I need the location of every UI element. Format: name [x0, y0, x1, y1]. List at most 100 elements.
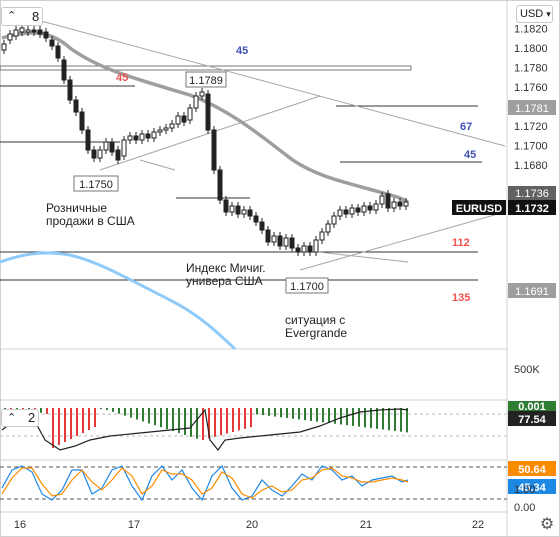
histogram-bar — [214, 408, 216, 437]
histogram-bar — [340, 408, 342, 425]
histogram-bar — [196, 408, 198, 439]
price-tick-label: 1.1720 — [514, 121, 548, 133]
price-tick-label: 1.1820 — [514, 24, 548, 36]
candle — [73, 99, 79, 113]
histogram-bar — [46, 408, 48, 414]
histogram-bar — [202, 408, 204, 440]
candle — [145, 133, 151, 139]
histogram-bar — [322, 408, 324, 423]
candle — [235, 205, 241, 215]
last-price-label: 1.1732 — [515, 203, 549, 215]
candle — [205, 93, 211, 131]
histogram-bar — [352, 408, 354, 426]
candle — [19, 27, 25, 33]
candle — [37, 29, 43, 35]
candle — [139, 133, 145, 141]
histogram-bar — [244, 408, 246, 429]
histogram-bar — [148, 408, 150, 424]
histogram-bar — [130, 408, 132, 418]
histogram-bar — [310, 408, 312, 421]
candle — [229, 205, 235, 213]
candle — [91, 149, 97, 159]
hist-value-label: 77.54 — [518, 414, 546, 426]
price-label-text: 1.1700 — [290, 281, 324, 293]
candle — [379, 195, 385, 205]
candle — [1, 43, 7, 51]
candle — [55, 45, 61, 59]
candle — [61, 59, 67, 81]
candle — [25, 29, 31, 33]
histogram-bar — [358, 408, 360, 427]
currency-selector[interactable]: USD ▾ — [516, 5, 553, 23]
candle — [13, 29, 19, 37]
time-tick-label: 20 — [246, 519, 258, 531]
collapse-indicators-button[interactable]: ⌃ 8 — [1, 7, 43, 26]
time-axis[interactable]: 16 17 20 21 22 — [14, 519, 484, 531]
gear-icon[interactable]: ⚙ — [539, 516, 555, 533]
histogram-bar — [154, 408, 156, 426]
price-label-1750: 1.1750 — [73, 175, 119, 192]
candle — [211, 129, 217, 171]
candle — [67, 79, 73, 101]
histogram-bar — [166, 408, 168, 430]
histogram-bar — [226, 408, 228, 434]
histogram-bar — [184, 408, 186, 435]
histogram-bar — [268, 408, 270, 416]
level-label: 45 — [116, 72, 128, 84]
histogram-bar — [82, 408, 84, 433]
candle — [355, 207, 361, 213]
candle — [115, 149, 121, 161]
candle — [277, 235, 283, 247]
candle — [49, 39, 55, 47]
candle — [85, 129, 91, 151]
candle — [193, 95, 199, 109]
stoch-value-label: 50.64 — [518, 464, 546, 476]
chevron-up-icon: ⌃ — [7, 10, 17, 22]
histogram-bar — [376, 408, 378, 429]
histogram-bar — [106, 408, 108, 410]
hist-signal-line — [1, 408, 409, 452]
candle — [133, 135, 139, 141]
candle — [403, 201, 409, 207]
candle — [397, 201, 403, 207]
price-tick-label: 1.1760 — [514, 82, 548, 94]
histogram-bar — [124, 408, 126, 416]
annotations: Розничные продажи в США Индекс Мичиг. унив… — [46, 201, 347, 340]
collapse-oscillators-button[interactable]: ⌃ 2 — [1, 409, 39, 427]
chevron-up-icon: ⌃ — [7, 412, 17, 424]
histogram-bar — [394, 408, 396, 431]
histogram-bar — [292, 408, 294, 419]
candle — [217, 169, 223, 201]
candle — [247, 209, 253, 217]
candle — [331, 215, 337, 225]
histogram-bar — [316, 408, 318, 422]
candle — [31, 29, 37, 33]
time-tick-label: 21 — [360, 519, 372, 531]
time-tick-label: 22 — [472, 519, 484, 531]
price-tick-label: 1.1680 — [514, 160, 548, 172]
level-label: 45 — [464, 149, 476, 161]
histogram-bar — [58, 408, 60, 445]
histogram-bar — [280, 408, 282, 418]
histogram-bar — [70, 408, 72, 439]
candle — [43, 31, 49, 39]
candle — [319, 231, 325, 241]
histogram-bar — [382, 408, 384, 430]
candle — [301, 245, 307, 253]
candle — [199, 91, 205, 97]
level-labels: 45 45 67 45 112 135 — [116, 45, 476, 304]
candle — [121, 139, 127, 157]
price-tick-label: 1.1780 — [514, 63, 548, 75]
price-axis[interactable]: 1.18201.18001.17801.17601.17401.17201.17… — [514, 24, 548, 173]
candle — [241, 209, 247, 215]
candle — [97, 149, 103, 159]
symbol-label: EURUSD — [456, 203, 503, 215]
candle — [265, 229, 271, 243]
histogram-bar — [76, 408, 78, 436]
histogram-bar — [94, 408, 96, 427]
level-lines — [0, 65, 482, 281]
histogram-bar — [40, 408, 42, 413]
